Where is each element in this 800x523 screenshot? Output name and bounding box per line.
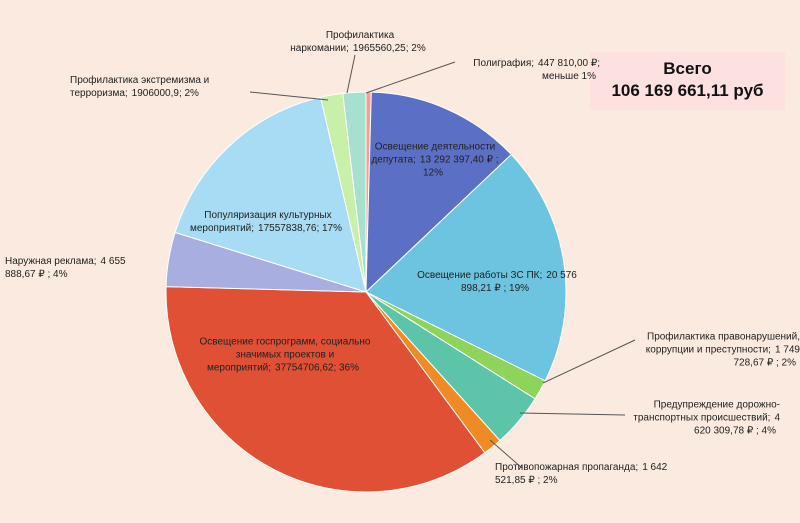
value-label: 4 620 309,78 ₽ ; 4% <box>694 412 780 437</box>
value-label: 1906000,9; 2% <box>131 88 199 99</box>
category-name: Освещение деятельности депутата; <box>371 141 496 166</box>
slice-label: Наружная реклама; 4 655 888,67 ₽ ; 4% <box>5 255 145 281</box>
value-label: 17557838,76; 17% <box>258 223 343 234</box>
category-name: Полиграфия; <box>473 58 535 69</box>
total-label: Всего <box>663 59 712 78</box>
value-label: 4 655 888,67 ₽ ; 4% <box>5 256 126 280</box>
pie-slice <box>174 96 367 293</box>
value-label: 1965560,25; 2% <box>352 43 426 54</box>
category-name: Профилактика правонарушений, коррупции и… <box>645 331 800 356</box>
value-label: 1 642 521,85 ₽ ; 2% <box>495 462 668 486</box>
value-label: 13 292 397,40 ₽ ; 12% <box>419 154 499 179</box>
slice-label: Профилактика правонарушений, коррупции и… <box>630 331 800 370</box>
slice-label: Освещение госпрограмм, социально значимы… <box>195 336 375 375</box>
value-label: 37754706,62; 36% <box>275 362 360 374</box>
leader-line <box>519 412 626 416</box>
slice-label: Профилактика наркомании; 1965560,25; 2% <box>275 29 445 55</box>
category-name: Популяризация культурных мероприятий; <box>189 210 332 234</box>
slice-label: Популяризация культурных мероприятий; 175… <box>183 209 353 235</box>
category-name: Профилактика наркомании; <box>290 30 395 54</box>
slice-label: Освещение деятельности депутата; 13 292 3… <box>360 141 510 180</box>
pie-slice <box>365 91 512 294</box>
leader-line <box>365 61 456 94</box>
slice-label: Предупреждение дорожно-транспортных прои… <box>620 399 780 438</box>
pie-slice <box>342 91 367 293</box>
leader-line <box>542 339 636 384</box>
leader-line <box>346 54 356 94</box>
category-name: Противопожарная пропаганда; <box>495 462 639 473</box>
leader-line <box>249 91 329 101</box>
slice-label: Полиграфия; 447 810,00 ₽; меньше 1% <box>450 57 600 83</box>
total-value: 106 169 661,11 руб <box>611 81 764 100</box>
slice-label: Профилактика экстремизма и терроризма; 19… <box>70 74 240 100</box>
pie-slice <box>165 286 486 493</box>
slice-label: Освещение работы ЗС ПК; 20 576 898,21 ₽ ;… <box>417 269 577 295</box>
total-box: Всего 106 169 661,11 руб <box>590 52 785 110</box>
category-name: Освещение госпрограмм, социально значимы… <box>199 336 371 374</box>
category-name: Наружная реклама; <box>5 256 97 267</box>
pie-slice <box>365 153 567 382</box>
value-label: 20 576 898,21 ₽ ; 19% <box>460 270 577 294</box>
category-name: Профилактика экстремизма и терроризма; <box>70 75 210 99</box>
category-name: Предупреждение дорожно-транспортных прои… <box>633 399 780 424</box>
category-name: Освещение работы ЗС ПК; <box>417 270 543 281</box>
value-label: 447 810,00 ₽; меньше 1% <box>538 58 600 82</box>
leader-line <box>489 439 523 469</box>
value-label: 1 749 728,67 ₽ ; 2% <box>733 344 800 369</box>
slice-label: Противопожарная пропаганда; 1 642 521,85 … <box>495 461 675 487</box>
